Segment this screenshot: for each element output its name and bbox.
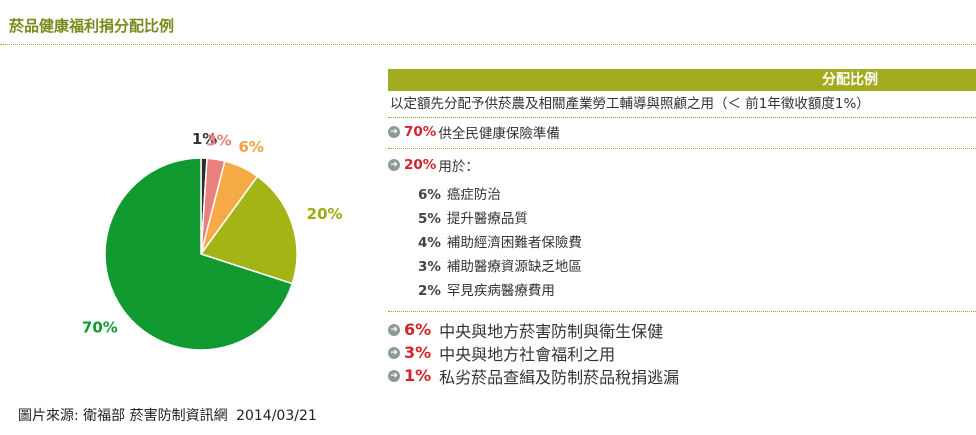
panel-header: 分配比例 [388, 69, 976, 91]
image-source-caption: 圖片來源: 衛福部 菸害防制資訊網 2014/03/21 [18, 405, 317, 425]
item-text: 供全民健康保險準備 [438, 126, 560, 142]
sub-item: 6% 癌症防治 [418, 183, 976, 207]
pie-chart: 1%3% 6% 20% 70% [82, 130, 343, 351]
item-percent: 3% [404, 343, 432, 362]
pie-labels: 1%3% 6% 20% 70% [82, 130, 343, 336]
sub-item-text: 癌症防治 [446, 187, 501, 203]
sub-item-percent: 5% [418, 211, 441, 227]
other-item: ➜ 6% 中央與地方菸害防制與衛生保健 [388, 318, 976, 341]
page-title: 菸品健康福利捐分配比例 [9, 17, 175, 35]
sub-item-percent: 4% [418, 235, 441, 251]
item-text: 中央與地方社會福利之用 [439, 344, 616, 364]
pie-slice-70pct [104, 157, 294, 351]
pie-label: 6% [239, 138, 264, 156]
sub-item-percent: 6% [418, 187, 441, 203]
item-text: 私劣菸品查緝及防制菸品稅捐逃漏 [439, 367, 680, 387]
pie-label: 3% [206, 131, 231, 149]
source-date: 2014/03/21 [236, 408, 317, 424]
item-text: 中央與地方菸害防制與衛生保健 [439, 321, 664, 341]
sub-item: 5% 提升醫療品質 [418, 207, 976, 231]
sub-item-percent: 3% [418, 259, 441, 275]
sub-item-text: 補助經濟困難者保險費 [446, 235, 582, 251]
pie-label: 70% [82, 318, 118, 336]
arrow-circle-icon: ➜ [388, 159, 400, 171]
pie-slice-20pct [199, 175, 298, 285]
sub-item-text: 罕見疾病醫療費用 [446, 283, 555, 299]
item-percent: 1% [404, 366, 432, 385]
main-item-20: ➜ 20% 用於： 6% 癌症防治 5% 提升醫療品質 4% 補助經濟困難者保險費 3… [388, 149, 976, 312]
item-percent: 70% [404, 124, 437, 140]
other-item: ➜ 1% 私劣菸品查緝及防制菸品稅捐逃漏 [388, 364, 976, 387]
source-text: 圖片來源: 衛福部 菸害防制資訊網 [18, 408, 228, 424]
arrow-circle-icon: ➜ [388, 323, 400, 336]
sub-item-text: 補助醫療資源缺乏地區 [446, 259, 582, 275]
sub-item-percent: 2% [418, 283, 441, 299]
other-item: ➜ 3% 中央與地方社會福利之用 [388, 341, 976, 364]
sub-item-list: 6% 癌症防治 5% 提升醫療品質 4% 補助經濟困難者保險費 3% 補助醫療資源缺乏地… [418, 177, 976, 311]
sub-item: 3% 補助醫療資源缺乏地區 [418, 255, 976, 279]
arrow-circle-icon: ➜ [388, 346, 400, 359]
arrow-circle-icon: ➜ [388, 369, 400, 382]
other-items: ➜ 6% 中央與地方菸害防制與衛生保健 ➜ 3% 中央與地方社會福利之用 ➜ 1… [388, 312, 976, 387]
main-item-70: ➜ 70% 供全民健康保險準備 [388, 118, 976, 149]
pie-label: 20% [307, 205, 343, 223]
pie-label: 1% [192, 130, 217, 148]
allocation-panel: 分配比例 以定額先分配予供菸農及相關產業勞工輔導與照顧之用（＜ 前1年徵收額度1… [388, 69, 976, 387]
sub-item: 4% 補助經濟困難者保險費 [418, 231, 976, 255]
item-text: 用於： [438, 159, 479, 175]
sub-item: 2% 罕見疾病醫療費用 [418, 279, 976, 303]
sub-item-text: 提升醫療品質 [446, 211, 528, 227]
item-percent: 6% [404, 320, 432, 339]
intro-text: 以定額先分配予供菸農及相關產業勞工輔導與照顧之用（＜ 前1年徵收額度1%） [388, 91, 976, 118]
title-divider [0, 44, 976, 45]
pie-slices [104, 157, 298, 351]
arrow-circle-icon: ➜ [388, 126, 400, 138]
item-percent: 20% [404, 157, 437, 173]
